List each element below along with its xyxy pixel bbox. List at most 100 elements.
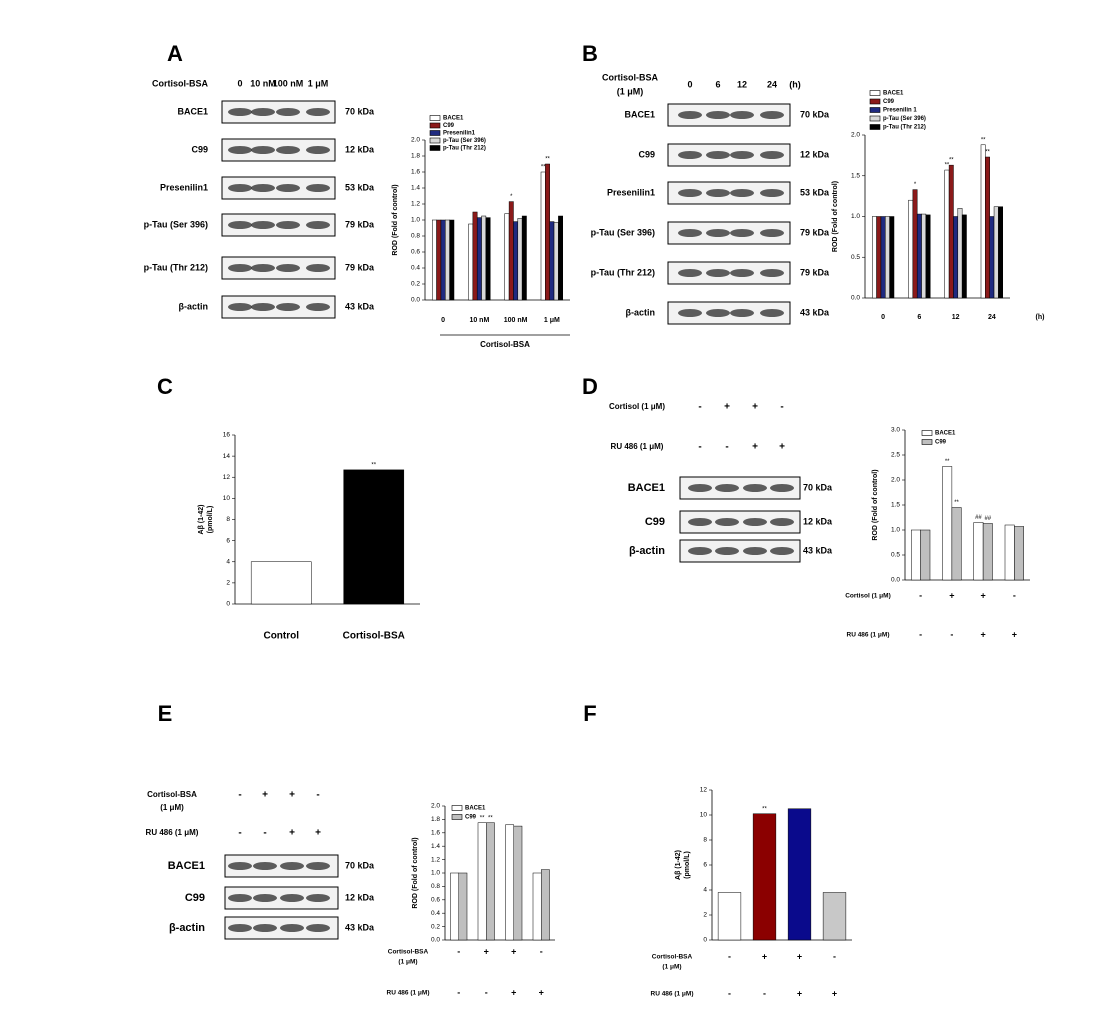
legend-label: Presenilin 1 xyxy=(883,108,917,114)
blot-band xyxy=(306,146,330,154)
y-tick-label: 10 xyxy=(223,495,231,502)
bar xyxy=(872,216,877,299)
y-tick-label: 1.2 xyxy=(411,201,420,208)
condition-sign: - xyxy=(728,951,731,961)
blot-band xyxy=(678,229,702,237)
blot-band xyxy=(743,518,767,526)
blot-band xyxy=(678,189,702,197)
protein-label: C99 xyxy=(191,144,208,154)
bar xyxy=(545,163,550,301)
y-tick-label: 1.6 xyxy=(411,169,420,176)
blot-band xyxy=(760,309,784,317)
legend-swatch xyxy=(921,430,933,436)
condition-sign: - xyxy=(950,629,953,639)
y-tick-label: 0.8 xyxy=(431,883,440,890)
y-tick-label: 1.0 xyxy=(431,870,440,877)
condition-sign: - xyxy=(457,987,460,997)
x-axis-unit: (h) xyxy=(1036,314,1045,321)
bar xyxy=(961,214,967,299)
y-tick-label: 2.0 xyxy=(851,132,860,139)
legend-swatch xyxy=(451,805,463,811)
bar xyxy=(445,219,450,301)
protein-label: BACE1 xyxy=(624,109,655,119)
blot-band xyxy=(760,269,784,277)
kda-label: 12 kDa xyxy=(803,516,833,526)
protein-label: Presenilin1 xyxy=(607,187,655,197)
y-tick-label: 10 xyxy=(700,812,708,819)
condition-sign: + xyxy=(797,988,802,998)
y-tick-label: 1.2 xyxy=(431,856,440,863)
significance: ** xyxy=(954,500,959,506)
significance: ** xyxy=(371,462,376,468)
blot-band xyxy=(251,108,275,116)
panel-label: D xyxy=(582,374,598,399)
legend-swatch xyxy=(869,124,881,130)
blot-band xyxy=(251,146,275,154)
significance: ## xyxy=(984,516,991,522)
bar xyxy=(944,169,950,299)
legend-label: BACE1 xyxy=(935,431,956,437)
condition-sign: - xyxy=(485,987,488,997)
blot-band xyxy=(251,221,275,229)
y-tick-label: 0 xyxy=(703,937,707,944)
bar xyxy=(885,216,890,299)
bar xyxy=(752,813,777,941)
bar xyxy=(440,219,446,301)
condition-sign: + xyxy=(980,590,985,600)
bar xyxy=(951,507,962,581)
blot-band xyxy=(743,547,767,555)
blot-band xyxy=(678,151,702,159)
protein-label: β-actin xyxy=(626,307,656,317)
y-tick-label: 8 xyxy=(703,837,707,844)
bar xyxy=(486,822,495,941)
y-tick-label: 0.0 xyxy=(851,295,860,302)
kda-label: 79 kDa xyxy=(345,262,375,272)
blot-header: Cortisol-BSA xyxy=(602,72,659,82)
protein-label: Presenilin1 xyxy=(160,182,208,192)
bar xyxy=(485,217,491,301)
lane-label: 1 μM xyxy=(308,78,329,88)
condition-sign: - xyxy=(780,402,783,413)
bar xyxy=(876,216,882,299)
condition-label: RU 486 (1 μM) xyxy=(611,442,664,451)
significance: ** xyxy=(981,137,986,143)
bar xyxy=(481,215,487,301)
y-tick-label: 0.2 xyxy=(411,281,420,288)
kda-label: 70 kDa xyxy=(803,482,833,492)
kda-label: 43 kDa xyxy=(803,545,833,555)
blot-band xyxy=(743,484,767,492)
legend-swatch xyxy=(869,90,881,96)
kda-label: 70 kDa xyxy=(345,106,375,116)
x-tick-label: 0 xyxy=(881,314,885,321)
blot-band xyxy=(276,184,300,192)
condition-label: (1 μM) xyxy=(662,964,681,971)
blot-band xyxy=(730,151,754,159)
legend-swatch xyxy=(869,98,881,105)
lane-label: 6 xyxy=(715,79,720,89)
blot-band xyxy=(760,189,784,197)
x-tick-label: 0 xyxy=(441,317,445,324)
protein-label: p-Tau (Ser 396) xyxy=(144,219,208,229)
bar xyxy=(908,199,914,299)
lane-label: 12 xyxy=(737,79,747,89)
condition-label: (1 μM) xyxy=(160,803,184,812)
blot-band xyxy=(228,924,252,932)
lane-label: 100 nM xyxy=(273,78,304,88)
y-axis-label: ROD (Fold of control) xyxy=(872,469,879,540)
kda-label: 70 kDa xyxy=(345,860,375,870)
y-tick-label: 1.0 xyxy=(851,213,860,220)
panel-label: C xyxy=(157,374,173,399)
bar xyxy=(925,214,931,299)
significance: * xyxy=(510,194,513,200)
bar xyxy=(1004,524,1015,581)
blot-band xyxy=(770,484,794,492)
protein-label: p-Tau (Thr 212) xyxy=(144,262,208,272)
y-tick-label: 0.6 xyxy=(411,249,420,256)
bar xyxy=(921,213,927,299)
legend-label: C99 xyxy=(443,123,455,129)
y-axis-label: (pmol/L) xyxy=(207,506,214,534)
y-tick-label: 1.6 xyxy=(431,830,440,837)
bar xyxy=(532,872,542,941)
legend-label: p-Tau (Thr 212) xyxy=(443,146,486,152)
blot-band xyxy=(276,264,300,272)
